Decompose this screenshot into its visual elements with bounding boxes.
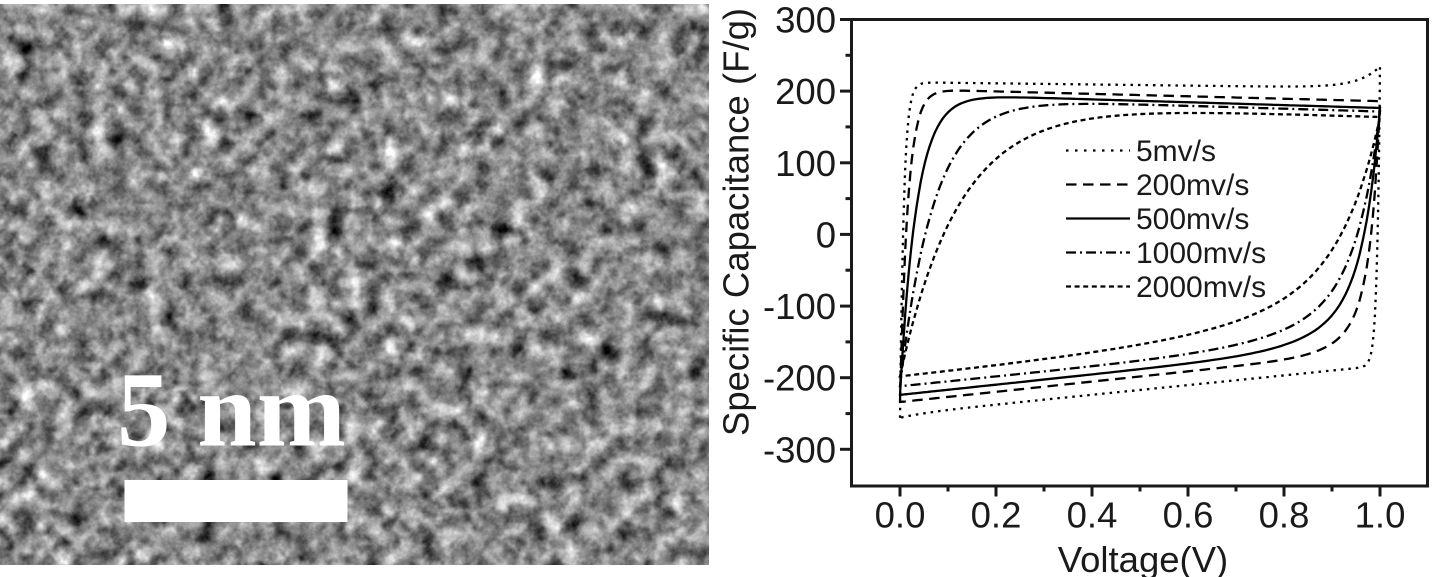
- svg-text:200: 200: [775, 71, 836, 112]
- svg-text:2000mv/s: 2000mv/s: [1136, 271, 1266, 304]
- svg-text:200mv/s: 200mv/s: [1136, 169, 1249, 202]
- svg-text:0.2: 0.2: [971, 495, 1022, 536]
- svg-text:-100: -100: [763, 286, 836, 327]
- svg-text:0.8: 0.8: [1259, 495, 1310, 536]
- svg-text:5 nm: 5 nm: [117, 352, 346, 470]
- svg-text:1000mv/s: 1000mv/s: [1136, 237, 1266, 270]
- svg-text:500mv/s: 500mv/s: [1136, 203, 1249, 236]
- svg-text:1.0: 1.0: [1355, 495, 1406, 536]
- svg-text:300: 300: [775, 0, 836, 41]
- svg-text:0.6: 0.6: [1163, 495, 1214, 536]
- svg-text:Specific Capacitance (F/g): Specific Capacitance (F/g): [716, 8, 757, 436]
- svg-text:100: 100: [775, 143, 836, 184]
- svg-text:-200: -200: [763, 358, 836, 399]
- svg-text:Voltage(V): Voltage(V): [1058, 539, 1228, 577]
- svg-text:0.4: 0.4: [1067, 495, 1118, 536]
- svg-text:0.0: 0.0: [875, 495, 926, 536]
- svg-text:-300: -300: [763, 429, 836, 470]
- svg-text:5mv/s: 5mv/s: [1136, 135, 1216, 168]
- svg-text:0: 0: [816, 214, 836, 255]
